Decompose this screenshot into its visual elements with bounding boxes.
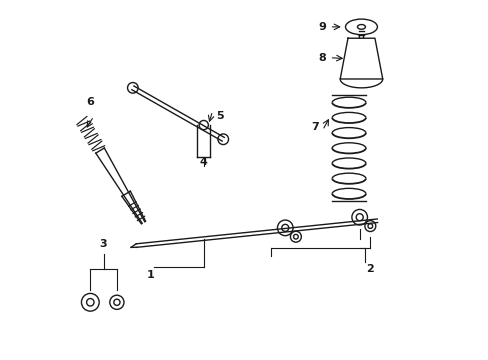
- Text: 6: 6: [86, 97, 94, 107]
- Text: 7: 7: [311, 122, 319, 132]
- Text: 1: 1: [146, 270, 154, 280]
- Text: 2: 2: [366, 264, 373, 274]
- Text: 4: 4: [200, 157, 207, 167]
- Text: 5: 5: [216, 111, 224, 121]
- Text: 9: 9: [318, 22, 326, 32]
- Text: 3: 3: [100, 239, 107, 249]
- Text: 8: 8: [318, 53, 325, 63]
